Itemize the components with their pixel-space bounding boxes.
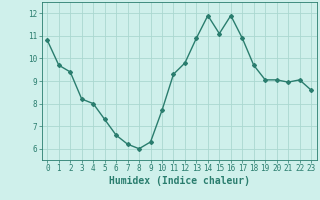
X-axis label: Humidex (Indice chaleur): Humidex (Indice chaleur)	[109, 176, 250, 186]
